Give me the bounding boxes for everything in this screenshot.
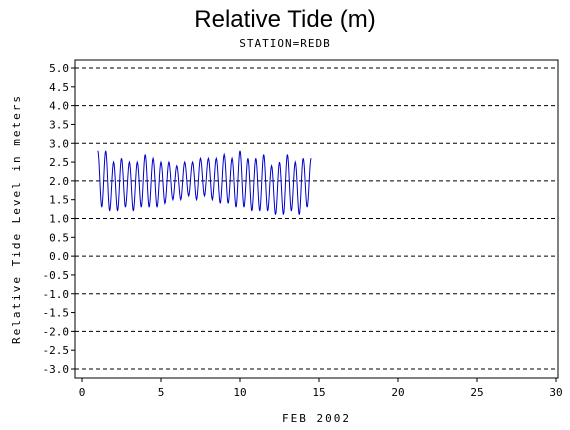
x-tick-label: 20	[391, 386, 404, 399]
x-axis-title: FEB 2002	[282, 412, 351, 425]
y-tick-label: -2.0	[43, 325, 70, 338]
x-tick-label: 10	[233, 386, 246, 399]
y-tick-label: 1.0	[49, 213, 69, 226]
x-tick-label: 15	[312, 386, 325, 399]
x-tick-label: 30	[549, 386, 562, 399]
y-tick-label: -2.5	[43, 344, 70, 357]
x-tick-label: 25	[470, 386, 483, 399]
y-tick-label: 5.0	[49, 62, 69, 75]
x-tick-label: 0	[79, 386, 86, 399]
y-tick-label: -3.0	[43, 363, 70, 376]
y-axis-title: Relative Tide Level in meters	[10, 94, 23, 344]
y-tick-label: 0.5	[49, 231, 69, 244]
y-tick-label: -0.5	[43, 269, 70, 282]
chart-subtitle: STATION=REDB	[239, 37, 331, 50]
y-axis: -3.0 -2.5 -2.0 -1.5 -1.0 -0.5 0.0 0.5 1.0 1.5 2.0 2…	[43, 62, 75, 376]
x-axis: 0 5 10 15 20 25 30	[79, 378, 563, 399]
grid-lines	[75, 67, 558, 370]
y-tick-label: -1.5	[43, 307, 70, 320]
chart-title: Relative Tide (m)	[194, 6, 376, 33]
y-tick-label: 3.5	[49, 118, 69, 131]
y-tick-label: 3.0	[49, 137, 69, 150]
y-tick-label: 1.5	[49, 194, 69, 207]
y-tick-label: 2.5	[49, 156, 69, 169]
y-tick-label: 4.0	[49, 100, 69, 113]
y-tick-label: -1.0	[43, 288, 70, 301]
series-layer	[97, 150, 312, 215]
x-tick-label: 5	[158, 386, 165, 399]
y-tick-label: 0.0	[49, 250, 69, 263]
tide-series-line	[97, 150, 312, 215]
y-tick-label: 2.0	[49, 175, 69, 188]
y-tick-label: 4.5	[49, 81, 69, 94]
